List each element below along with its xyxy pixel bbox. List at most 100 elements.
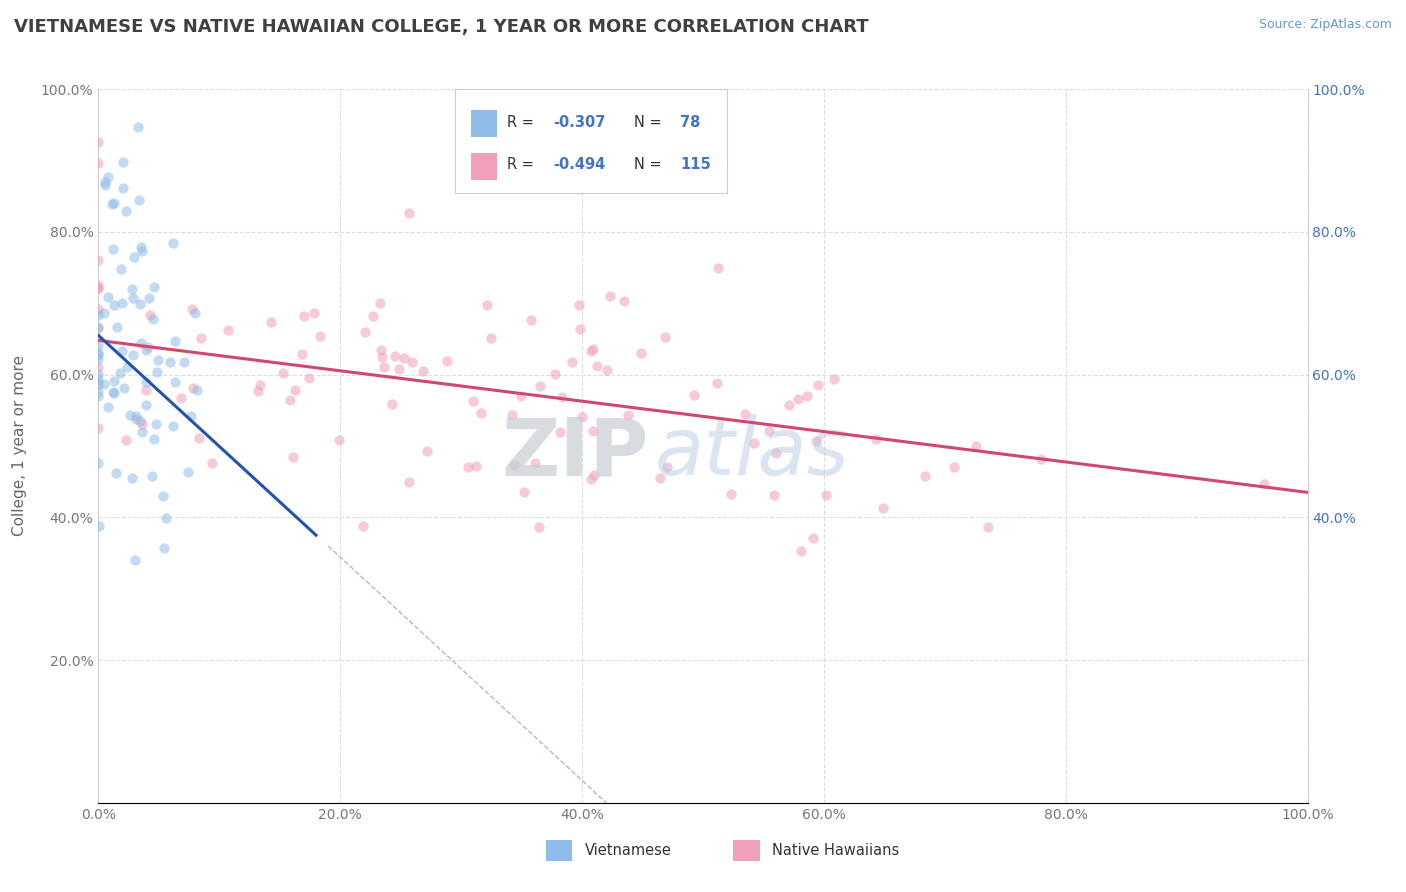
Point <box>87 302 110 317</box>
Point <box>159 354 181 368</box>
Point <box>509 389 531 403</box>
Point <box>416 444 439 458</box>
Point <box>93 377 115 392</box>
Point <box>163 375 186 389</box>
Point <box>527 520 550 534</box>
Point <box>582 343 605 357</box>
Point <box>188 431 211 445</box>
Y-axis label: College, 1 year or more: College, 1 year or more <box>13 356 27 536</box>
Point <box>87 339 110 353</box>
Point <box>872 500 894 515</box>
Bar <box>546 840 572 862</box>
Point <box>143 280 166 294</box>
Point <box>139 308 162 322</box>
Point <box>503 458 526 472</box>
Point <box>184 306 207 320</box>
Point <box>94 175 117 189</box>
Point <box>142 312 165 326</box>
Point <box>599 289 621 303</box>
Point <box>388 362 411 376</box>
Point <box>190 331 212 345</box>
Point <box>104 467 127 481</box>
Point <box>180 409 202 424</box>
Point <box>173 354 195 368</box>
Point <box>122 291 145 305</box>
Point <box>787 392 810 406</box>
Point <box>87 376 110 390</box>
Point <box>742 436 765 450</box>
Point <box>101 385 124 400</box>
Point <box>470 406 492 420</box>
Point <box>153 541 176 555</box>
Point <box>291 347 314 361</box>
Point <box>146 353 169 368</box>
Point <box>302 306 325 320</box>
Point <box>135 398 157 412</box>
Point <box>181 302 204 317</box>
Point <box>87 277 110 292</box>
Point <box>87 348 110 362</box>
Point <box>97 401 120 415</box>
Point <box>630 346 652 360</box>
Point <box>814 488 837 502</box>
Text: R =: R = <box>508 114 538 129</box>
Point <box>87 456 110 470</box>
Point <box>103 298 125 312</box>
Point <box>706 376 728 390</box>
Point <box>105 319 128 334</box>
Point <box>87 309 110 323</box>
Point <box>976 520 998 534</box>
Point <box>353 325 375 339</box>
Point <box>181 381 204 395</box>
Point <box>87 320 110 334</box>
Point <box>138 340 160 354</box>
Point <box>520 313 543 327</box>
Point <box>87 372 110 386</box>
Point <box>177 465 200 479</box>
Point <box>125 412 148 426</box>
Text: ZIP: ZIP <box>502 414 648 492</box>
Point <box>865 432 887 446</box>
Point <box>145 417 167 431</box>
Point <box>87 320 110 334</box>
Point <box>87 389 110 403</box>
Point <box>1253 476 1275 491</box>
Point <box>401 355 423 369</box>
Point <box>582 425 605 439</box>
Point <box>398 206 420 220</box>
Point <box>914 468 936 483</box>
Point <box>97 170 120 185</box>
Point <box>121 283 143 297</box>
Point <box>551 390 574 404</box>
Point <box>292 310 315 324</box>
Point <box>370 343 392 357</box>
Point <box>720 486 742 500</box>
Point <box>115 359 138 374</box>
Point <box>108 367 131 381</box>
Point <box>97 290 120 304</box>
Point <box>529 379 551 393</box>
Point <box>278 393 301 408</box>
Point <box>135 383 157 397</box>
Point <box>465 459 488 474</box>
Point <box>806 378 828 392</box>
Point <box>247 384 270 398</box>
Point <box>87 281 110 295</box>
Text: 78: 78 <box>681 114 700 129</box>
Point <box>155 510 177 524</box>
Text: VIETNAMESE VS NATIVE HAWAIIAN COLLEGE, 1 YEAR OR MORE CORRELATION CHART: VIETNAMESE VS NATIVE HAWAIIAN COLLEGE, 1… <box>14 18 869 36</box>
Point <box>412 364 434 378</box>
Point <box>87 421 110 435</box>
Point <box>804 434 827 448</box>
Point <box>87 352 110 367</box>
Point <box>186 383 208 397</box>
Point <box>101 242 124 256</box>
Point <box>111 296 134 310</box>
Text: N =: N = <box>634 114 666 129</box>
Point <box>309 329 332 343</box>
Point <box>87 346 110 360</box>
Bar <box>471 153 498 180</box>
Point <box>87 368 110 382</box>
Point <box>152 489 174 503</box>
Point <box>281 450 304 464</box>
